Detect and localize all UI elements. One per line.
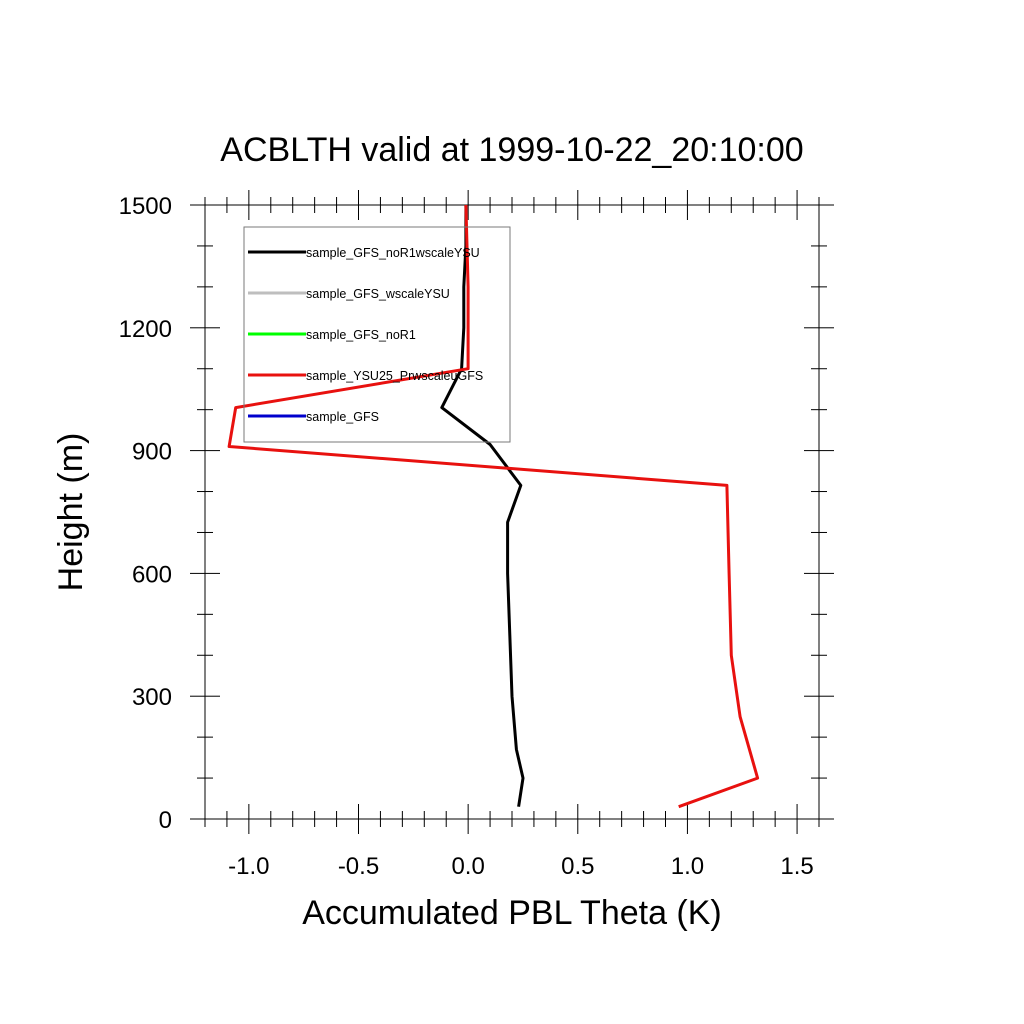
x-tick-label: 1.5 [780, 853, 813, 880]
y-tick-label: 600 [132, 561, 172, 588]
x-tick-label: -1.0 [228, 853, 269, 880]
y-tick-label: 300 [132, 684, 172, 711]
x-tick-label: -0.5 [338, 853, 379, 880]
series-line-1 [440, 205, 525, 807]
legend-label: sample_GFS_noR1 [306, 328, 416, 342]
series-line-4 [227, 204, 760, 809]
y-axis-label: Height (m) [52, 433, 90, 592]
chart-title: ACBLTH valid at 1999-10-22_20:10:00 [220, 131, 803, 169]
y-tick-label: 0 [159, 807, 172, 834]
legend-label: sample_GFS [306, 410, 379, 424]
legend-label: sample_YSU25_PrwscaleuGFS [306, 369, 483, 383]
x-tick-label: 0.5 [561, 853, 594, 880]
x-tick-label: 1.0 [671, 853, 704, 880]
x-axis-label: Accumulated PBL Theta (K) [302, 894, 722, 932]
axis-tick-labels: -1.0 -0.5 0.0 0.5 1.0 1.5 0 300 600 900 1200 1500 [119, 193, 814, 880]
x-tick-label: 0.0 [451, 853, 484, 880]
series-lines [227, 204, 760, 809]
y-tick-label: 1200 [119, 316, 172, 343]
y-tick-label: 1500 [119, 193, 172, 220]
axis-ticks [190, 190, 834, 834]
legend-label: sample_GFS_wscaleYSU [306, 287, 450, 301]
legend-label: sample_GFS_noR1wscaleYSU [306, 246, 480, 260]
legend: sample_GFS_noR1wscaleYSU sample_GFS_wscal… [243, 226, 511, 443]
y-tick-label: 900 [132, 439, 172, 466]
legend-box [243, 226, 511, 443]
